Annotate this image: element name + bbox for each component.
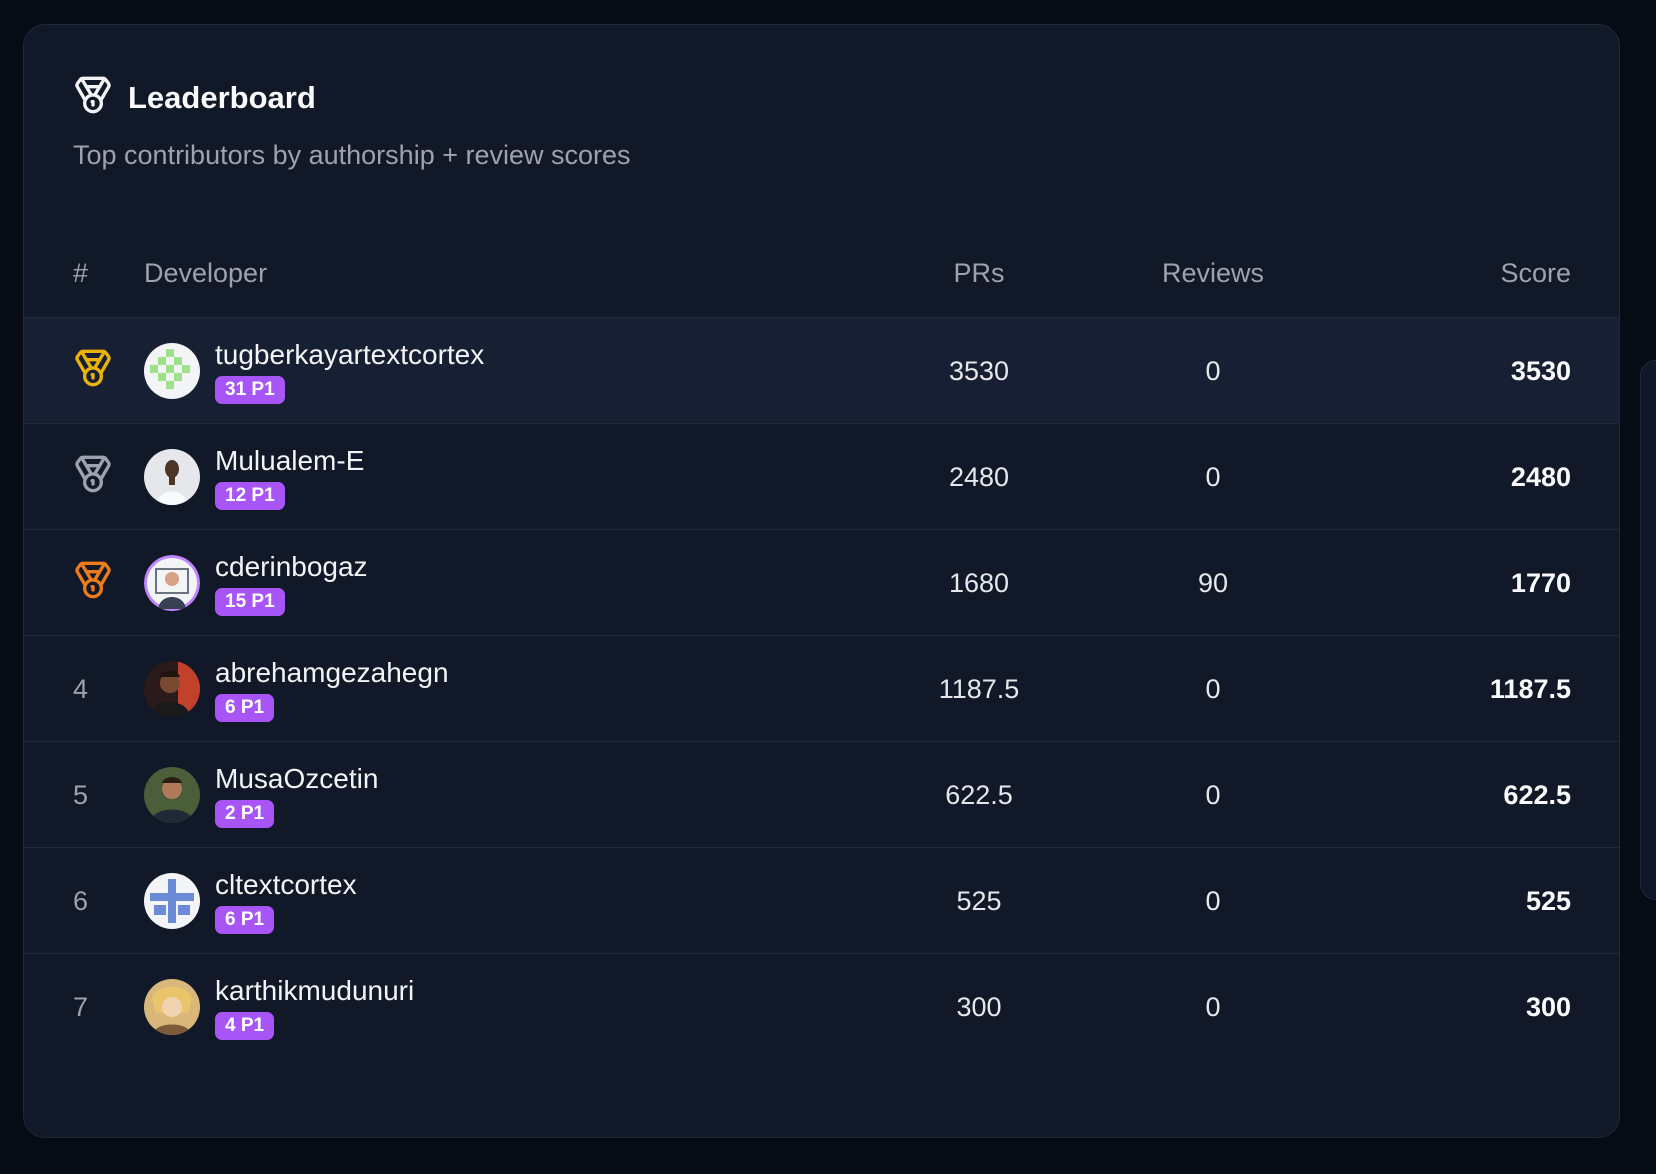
leaderboard-card: Leaderboard Top contributors by authorsh… [23,24,1620,1138]
prs-value: 3530 [948,355,1010,386]
rank-number: 4 [73,673,89,704]
p1-badge: 6 P1 [215,905,275,934]
p1-badge: 31 P1 [215,375,285,404]
rank-number: 7 [73,991,89,1022]
avatar[interactable] [144,979,200,1035]
prs-value: 2480 [948,461,1010,492]
p1-badge: 4 P1 [215,1011,275,1040]
table-row[interactable]: 7 karthikmudunuri 4 P1 300 0 300 [24,954,1619,1060]
developer-name[interactable]: tugberkayartextcortex [215,338,485,370]
table-row[interactable]: tugberkayartextcortex 31 P1 3530 0 3530 [24,318,1619,424]
developer-cell: tugberkayartextcortex 31 P1 [144,318,484,424]
avatar[interactable] [144,873,200,929]
reviews-value: 90 [1197,567,1229,598]
table-row[interactable]: Mulualem-E 12 P1 2480 0 2480 [24,424,1619,530]
page-subtitle: Top contributors by authorship + review … [73,140,631,170]
column-header-prs: PRs [953,258,1005,288]
avatar[interactable] [144,767,200,823]
avatar[interactable] [144,343,200,399]
leaderboard-rows: tugberkayartextcortex 31 P1 3530 0 3530 [24,318,1619,1060]
prs-value: 300 [956,991,1002,1022]
table-header: # Developer PRs Reviews Score [24,230,1619,318]
page-title: Leaderboard [128,79,316,115]
p1-badge: 15 P1 [215,587,285,616]
table-row[interactable]: cderinbogaz 15 P1 1680 90 1770 [24,530,1619,636]
rank-cell [73,530,123,636]
score-value: 300 [1525,991,1571,1022]
reviews-value: 0 [1205,779,1221,810]
score-value: 525 [1525,885,1571,916]
reviews-value: 0 [1205,461,1221,492]
score-value: 622.5 [1503,779,1571,810]
silver-medal-icon [73,454,113,501]
prs-value: 1680 [948,567,1010,598]
score-value: 2480 [1510,461,1571,492]
developer-cell: Mulualem-E 12 P1 [144,424,364,530]
column-header-reviews: Reviews [1161,258,1265,288]
developer-cell: abrehamgezahegn 6 P1 [144,636,449,742]
table-row[interactable]: 6 cltextcortex 6 P1 [24,848,1619,954]
bronze-medal-icon [73,560,113,607]
reviews-value: 0 [1205,991,1221,1022]
developer-name[interactable]: karthikmudunuri [215,974,415,1006]
developer-cell: cltextcortex 6 P1 [144,848,357,954]
rank-number: 6 [73,885,89,916]
adjacent-card-edge [1640,360,1656,900]
p1-badge: 6 P1 [215,693,275,722]
score-value: 1770 [1510,567,1571,598]
score-value: 1187.5 [1489,673,1571,704]
reviews-value: 0 [1205,885,1221,916]
p1-badge: 2 P1 [215,799,275,828]
rank-cell [73,424,123,530]
developer-name[interactable]: Mulualem-E [215,444,365,476]
avatar[interactable] [144,449,200,505]
developer-name[interactable]: abrehamgezahegn [215,656,449,688]
developer-name[interactable]: cderinbogaz [215,550,368,582]
column-header-score: Score [1500,258,1571,288]
column-header-developer: Developer [144,258,268,288]
p1-badge: 12 P1 [215,481,285,510]
column-header-rank: # [73,258,89,288]
developer-cell: karthikmudunuri 4 P1 [144,954,414,1060]
avatar[interactable] [144,661,200,717]
rank-cell [73,318,123,424]
prs-value: 525 [956,885,1002,916]
score-value: 3530 [1510,355,1571,386]
developer-name[interactable]: MusaOzcetin [215,762,379,794]
reviews-value: 0 [1205,673,1221,704]
table-row[interactable]: 5 MusaOzcetin 2 P1 622.5 0 [24,742,1619,848]
reviews-value: 0 [1205,355,1221,386]
developer-cell: cderinbogaz 15 P1 [144,530,368,636]
prs-value: 622.5 [945,779,1013,810]
developer-cell: MusaOzcetin 2 P1 [144,742,378,848]
avatar[interactable] [144,555,200,611]
rank-number: 5 [73,779,89,810]
card-header: Leaderboard Top contributors by authorsh… [73,75,631,171]
medal-icon [73,75,113,120]
prs-value: 1187.5 [938,673,1020,704]
gold-medal-icon [73,348,113,395]
developer-name[interactable]: cltextcortex [215,868,357,900]
table-row[interactable]: 4 abrehamgezahegn 6 P1 1187.5 0 [24,636,1619,742]
